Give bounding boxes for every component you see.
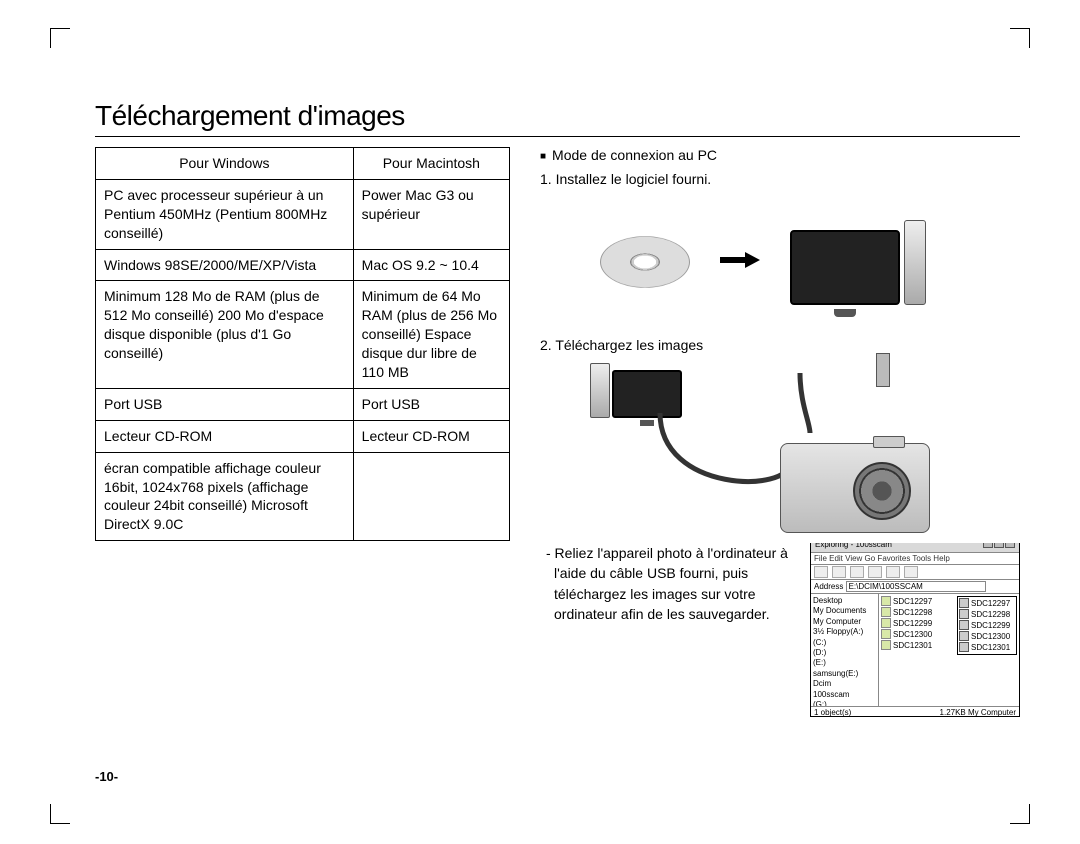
page-number: -10- xyxy=(95,769,118,784)
tree-item: Dcim xyxy=(813,679,876,689)
cell: écran compatible affichage couleur 16bit… xyxy=(96,452,354,541)
window-buttons xyxy=(982,543,1015,550)
connection-note: - Reliez l'appareil photo à l'ordinateur… xyxy=(540,543,800,624)
crop-mark xyxy=(50,28,70,48)
cell: Minimum 128 Mo de RAM (plus de 512 Mo co… xyxy=(96,281,354,388)
title-rule xyxy=(95,136,1020,137)
cell: PC avec processeur supérieur à un Pentiu… xyxy=(96,179,354,249)
tree-item: My Computer xyxy=(813,617,876,627)
tree-item: My Documents xyxy=(813,606,876,616)
th-mac: Pour Macintosh xyxy=(353,148,509,180)
cell: Lecteur CD-ROM xyxy=(96,420,354,452)
list-item: SDC12298 xyxy=(959,609,1015,619)
cell: Windows 98SE/2000/ME/XP/Vista xyxy=(96,249,354,281)
crop-mark xyxy=(1010,28,1030,48)
th-windows: Pour Windows xyxy=(96,148,354,180)
arrow-right-icon xyxy=(720,250,760,275)
explorer-statusbar: 1 object(s) 1.27KB My Computer xyxy=(811,706,1019,717)
step-1: 1. Installez le logiciel fourni. xyxy=(540,171,1020,187)
cell: Port USB xyxy=(353,388,509,420)
tree-item: (D:) xyxy=(813,648,876,658)
tree-item: 100sscam xyxy=(813,690,876,700)
list-item: SDC12301 xyxy=(959,642,1015,652)
tree-item: (G:) xyxy=(813,700,876,706)
cell: Lecteur CD-ROM xyxy=(353,420,509,452)
requirements-table: Pour Windows Pour Macintosh PC avec proc… xyxy=(95,147,510,541)
explorer-address: Address xyxy=(811,580,1019,594)
explorer-titlebar: Exploring - 100sscam xyxy=(811,543,1019,553)
tree-item: (E:) xyxy=(813,658,876,668)
crop-mark xyxy=(50,804,70,824)
cd-icon xyxy=(600,236,690,288)
tree-item: 3½ Floppy(A:) xyxy=(813,627,876,637)
tree-item: (C:) xyxy=(813,638,876,648)
page-title: Téléchargement d'images xyxy=(95,100,1020,132)
list-item: SDC12300 xyxy=(959,631,1015,641)
explorer-screenshot: Exploring - 100sscam File Edit View Go F… xyxy=(810,543,1020,717)
cell: Port USB xyxy=(96,388,354,420)
cell xyxy=(353,452,509,541)
cell: Minimum de 64 Mo RAM (plus de 256 Mo con… xyxy=(353,281,509,388)
list-item: SDC12297 xyxy=(959,598,1015,608)
explorer-title: Exploring - 100sscam xyxy=(815,543,892,550)
section-heading: Mode de connexion au PC xyxy=(540,147,1020,163)
tree-item: Desktop xyxy=(813,596,876,606)
crop-mark xyxy=(1010,804,1030,824)
explorer-tree: Desktop My Documents My Computer 3½ Flop… xyxy=(811,594,879,706)
explorer-toolbar xyxy=(811,565,1019,580)
explorer-selection: SDC12297SDC12298SDC12299SDC12300SDC12301 xyxy=(957,596,1017,655)
cell: Power Mac G3 ou supérieur xyxy=(353,179,509,249)
camera-icon xyxy=(780,443,930,533)
computer-icon xyxy=(790,220,926,305)
download-illustration xyxy=(590,363,930,533)
tree-item: samsung(E:) xyxy=(813,669,876,679)
explorer-list: SDC12297SDC12298SDC12299SDC12300SDC12301… xyxy=(879,594,1019,706)
explorer-menu: File Edit View Go Favorites Tools Help xyxy=(811,553,1019,565)
usb-plug-icon xyxy=(876,353,890,387)
list-item: SDC12299 xyxy=(959,620,1015,630)
step-2: 2. Téléchargez les images xyxy=(540,337,1020,353)
cell: Mac OS 9.2 ~ 10.4 xyxy=(353,249,509,281)
address-input xyxy=(846,581,986,592)
install-illustration xyxy=(600,217,1020,307)
